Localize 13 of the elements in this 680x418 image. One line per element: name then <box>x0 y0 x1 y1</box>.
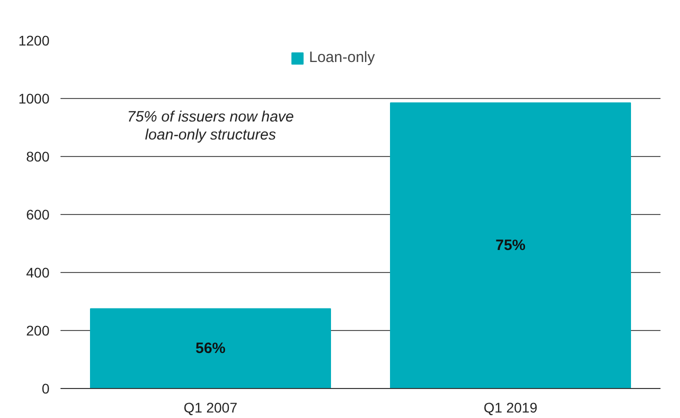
annotation: 75% of issuers now have loan-only structures <box>127 108 294 144</box>
y-tick-label: 1200 <box>18 32 50 48</box>
x-tick-label: Q1 2019 <box>484 400 538 416</box>
y-tick-label: 0 <box>42 380 50 396</box>
y-tick-label: 1000 <box>18 90 50 106</box>
y-tick-label: 600 <box>26 206 50 222</box>
text: 56% <box>195 340 226 358</box>
y-tick-label: 400 <box>26 264 50 280</box>
y-tick-label: 200 <box>26 322 50 338</box>
x-tick-label: Q1 2007 <box>184 400 238 416</box>
text: 75% <box>495 237 526 254</box>
legend-label: Loan-only <box>309 49 375 66</box>
y-tick-label: 800 <box>26 148 50 164</box>
